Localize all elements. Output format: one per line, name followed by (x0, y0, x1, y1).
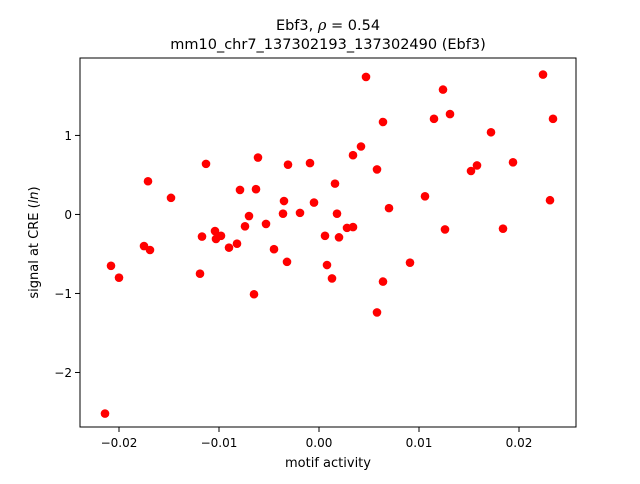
data-point (309, 198, 319, 207)
data-point (197, 232, 207, 241)
y-axis-label: signal at CRE (ln) (27, 186, 42, 298)
data-point (327, 274, 337, 283)
data-point (322, 260, 332, 270)
y-axis-label-suffix: ) (27, 186, 42, 191)
data-point (251, 184, 261, 194)
data-point (498, 224, 508, 233)
data-point (384, 203, 394, 213)
data-point (261, 219, 271, 229)
plot-area: −0.02 −0.01 0.00 0.01 0.02 −2 −1 0 1 (54, 57, 577, 450)
data-point (244, 211, 254, 221)
data-point (545, 195, 555, 205)
data-point (224, 243, 234, 252)
data-point (378, 277, 388, 286)
data-point (429, 114, 439, 124)
axes-frame (79, 57, 577, 428)
data-point (143, 176, 153, 186)
data-point (114, 273, 124, 282)
data-point (445, 109, 455, 119)
chart-title-line1: Ebf3, ρ = 0.54 (276, 18, 380, 34)
title-rho-symbol: ρ (317, 18, 327, 34)
data-point (166, 193, 176, 203)
data-point (538, 70, 548, 79)
data-point (372, 308, 382, 317)
data-point (440, 225, 450, 234)
data-point (100, 409, 110, 418)
data-point (269, 244, 279, 254)
data-point (466, 166, 476, 176)
data-point (405, 258, 415, 267)
data-point (278, 209, 288, 218)
data-point (283, 160, 293, 169)
title-gene-prefix: Ebf3, (276, 18, 318, 34)
data-point (356, 142, 366, 151)
data-point (210, 226, 220, 236)
x-axis-label: motif activity (285, 456, 371, 471)
data-point (240, 222, 250, 231)
data-point (508, 158, 518, 167)
y-axis-ticks: −2 −1 0 1 (54, 129, 80, 380)
data-point (232, 239, 242, 248)
y-axis-label-italic: ln (27, 191, 42, 203)
data-point (201, 159, 211, 169)
x-tick-label: −0.01 (201, 436, 238, 450)
data-point (438, 85, 448, 94)
data-point (420, 191, 430, 201)
data-point (282, 257, 292, 267)
data-points (100, 70, 558, 418)
data-point (279, 196, 289, 206)
x-axis-ticks: −0.02 −0.01 0.00 0.01 0.02 (101, 427, 533, 450)
data-point (332, 209, 342, 218)
y-tick-label: −2 (54, 366, 72, 380)
y-tick-label: −1 (54, 287, 72, 301)
chart-title-line2: mm10_chr7_137302193_137302490 (Ebf3) (170, 37, 485, 53)
data-point (334, 233, 344, 242)
data-point (295, 208, 305, 218)
data-point (195, 269, 205, 279)
data-point (348, 222, 358, 232)
data-point (320, 231, 330, 241)
data-point (472, 161, 482, 170)
data-point (372, 165, 382, 174)
data-point (361, 72, 371, 82)
chart-title: Ebf3, ρ = 0.54 mm10_chr7_137302193_13730… (170, 18, 485, 53)
data-point (106, 261, 116, 271)
title-rho-value: = 0.54 (326, 18, 380, 34)
x-tick-label: 0.01 (406, 436, 433, 450)
y-axis-label-prefix: signal at CRE ( (27, 203, 42, 298)
data-point (249, 289, 259, 299)
data-point (235, 185, 245, 195)
data-point (348, 150, 358, 160)
data-point (253, 153, 263, 162)
x-tick-label: −0.02 (101, 436, 138, 450)
data-point (305, 158, 315, 168)
y-tick-label: 1 (64, 129, 72, 143)
data-point (378, 117, 388, 127)
x-tick-label: 0.02 (506, 436, 533, 450)
data-point (330, 179, 340, 188)
y-tick-label: 0 (64, 208, 72, 222)
data-point (216, 231, 226, 241)
data-point (548, 114, 558, 124)
data-point (486, 127, 496, 137)
x-tick-label: 0.00 (306, 436, 333, 450)
data-point (145, 245, 155, 255)
